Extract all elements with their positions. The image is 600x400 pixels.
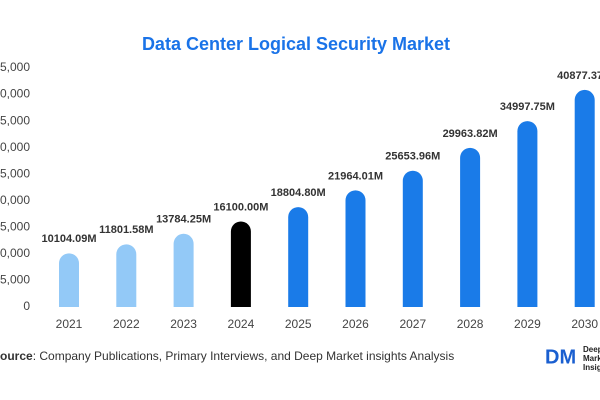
bar [402,170,423,307]
y-tick-label: 40,000 [0,87,30,101]
x-tick-label: 2026 [342,317,369,331]
chart-title: Data Center Logical Security Market [142,34,450,54]
y-tick-label: 30,000 [0,140,30,154]
value-label: 21964.01M [328,170,383,182]
value-label: 34997.75M [500,101,555,113]
value-label: 25653.96M [385,151,440,163]
source-text: : Company Publications, Primary Intervie… [33,349,455,363]
y-tick-label: 10,000 [0,246,30,260]
x-tick-label: 2029 [514,317,541,331]
logo-line: Market [583,354,600,363]
x-tick-label: 2022 [113,317,140,331]
source-note: Source: Company Publications, Primary In… [0,349,454,363]
logo-mark: DM [545,346,576,368]
value-label: 11801.58M [99,224,153,236]
source-label: Source [0,349,33,363]
y-tick-label: 25,000 [0,166,30,180]
y-tick-label: 5,000 [0,273,30,287]
value-label: 10104.09M [41,233,96,245]
bar [574,89,595,307]
bar [59,253,79,307]
x-tick-label: 2027 [399,317,426,331]
y-tick-label: 0 [23,299,30,313]
bar [345,190,366,307]
y-tick-label: 35,000 [0,113,30,127]
x-tick-label: 2021 [56,317,83,331]
y-tick-label: 45,000 [0,60,30,74]
x-tick-label: 2025 [285,317,312,331]
x-tick-label: 2030 [571,317,598,331]
y-tick-label: 20,000 [0,193,30,207]
bar [116,244,137,307]
bar [517,121,538,307]
logo-line: Insights [583,363,600,372]
value-label: 40877.37M [557,70,600,82]
bar [230,221,251,307]
y-tick-label: 15,000 [0,220,30,234]
logo-line: Deep [583,345,600,354]
x-tick-label: 2024 [228,317,255,331]
bar [288,207,309,307]
x-tick-label: 2028 [457,317,484,331]
x-tick-label: 2023 [170,317,197,331]
bar [173,233,194,307]
bar [460,147,481,307]
value-label: 16100.00M [213,201,268,213]
value-label: 29963.82M [443,128,498,140]
value-label: 18804.80M [271,187,326,199]
value-label: 13784.25M [156,214,211,226]
